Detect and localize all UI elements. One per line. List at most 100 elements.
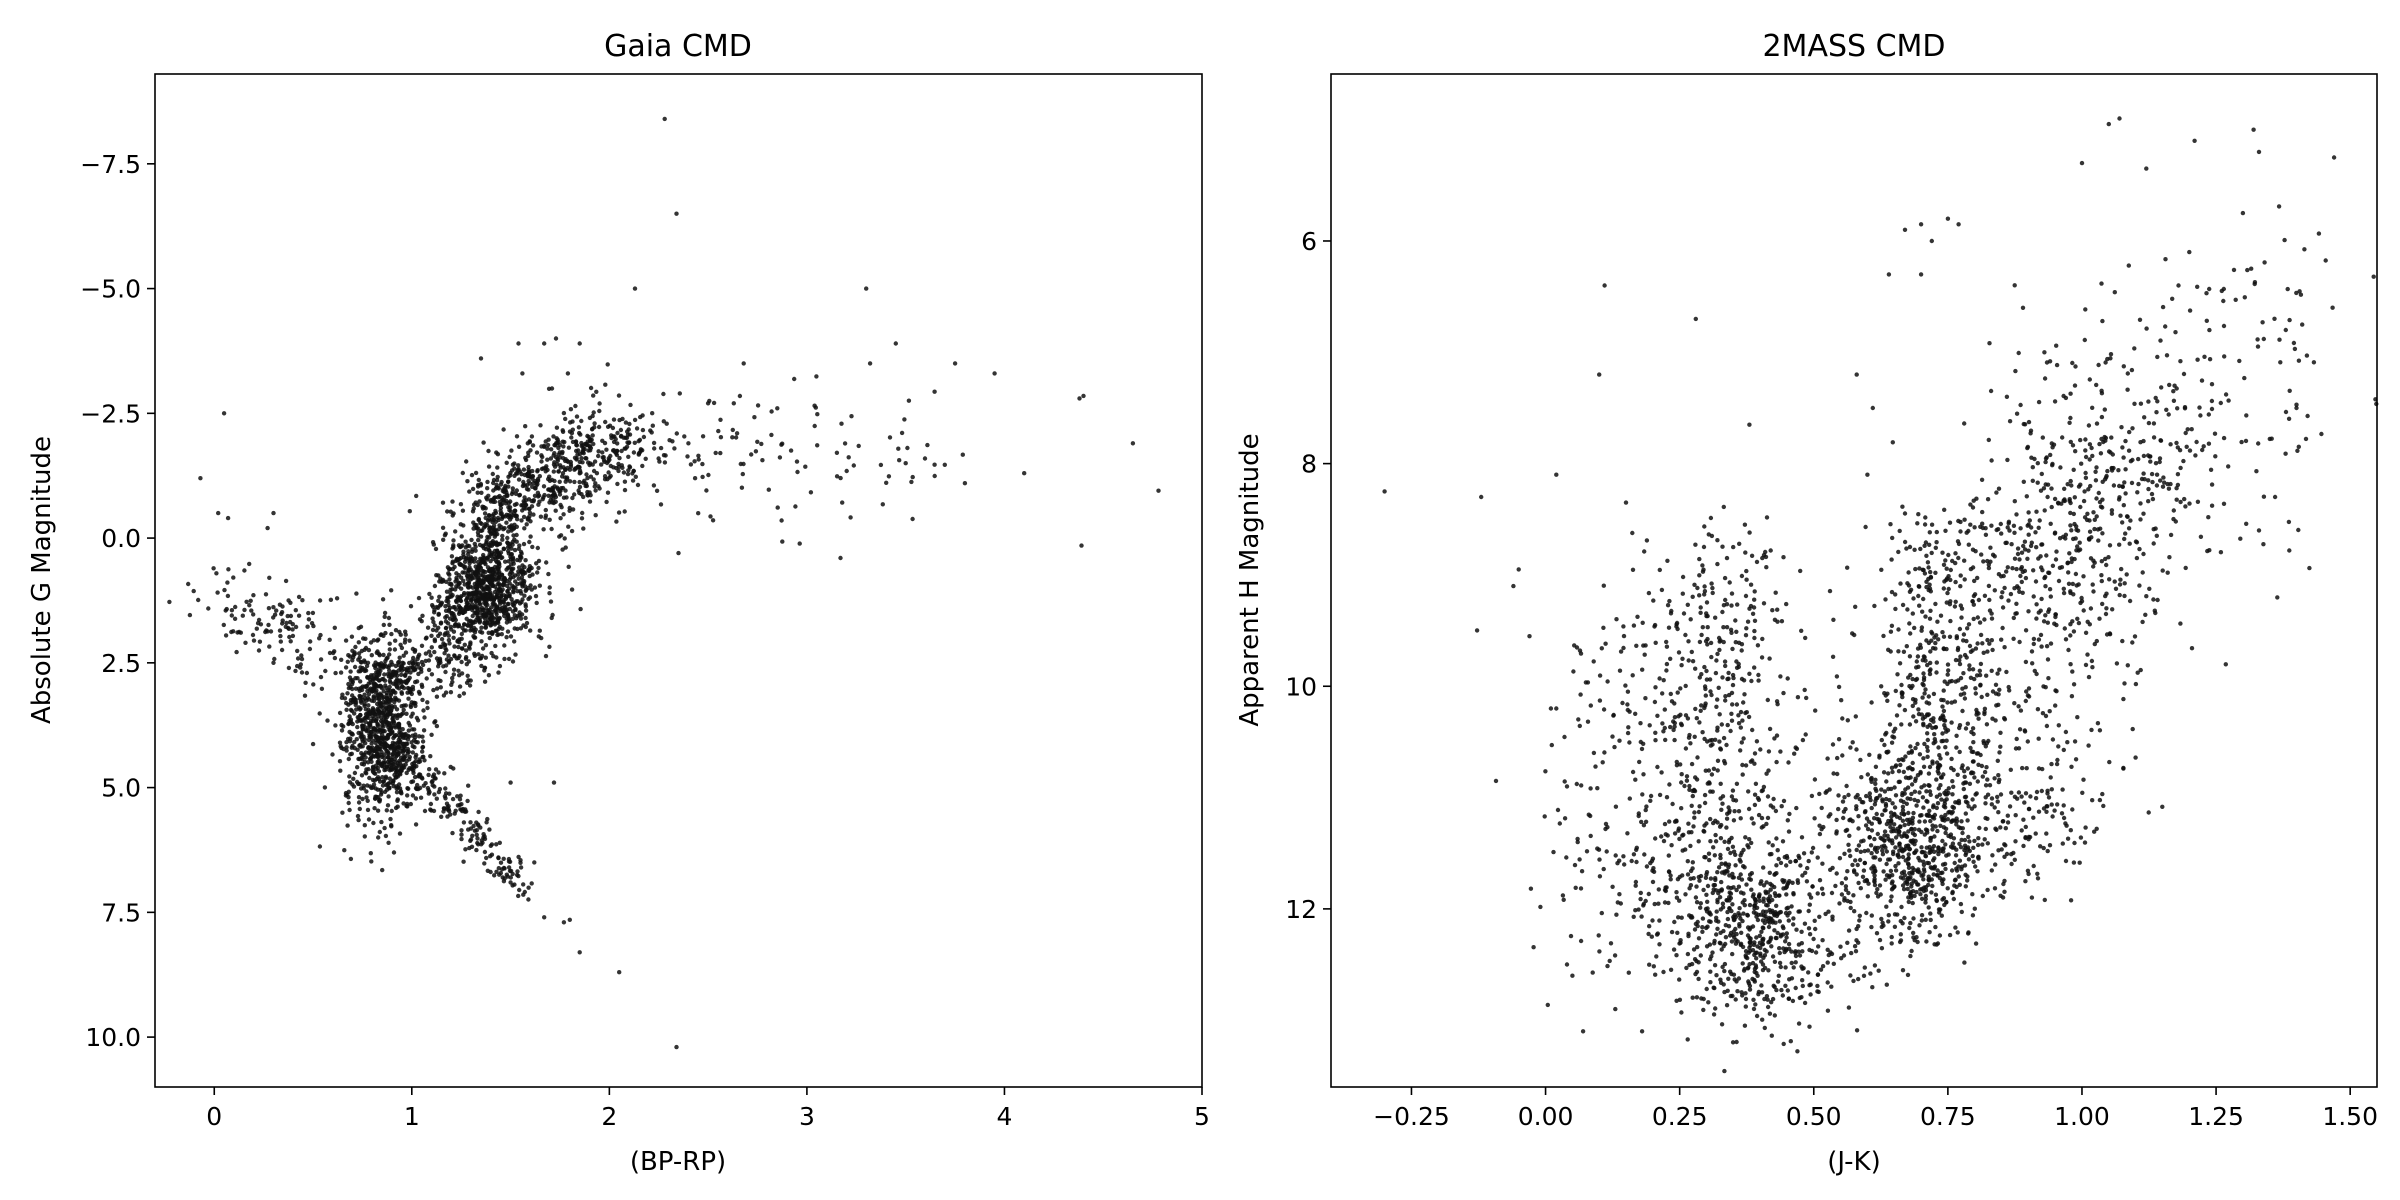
twomass-data-point <box>1734 887 1739 893</box>
twomass-data-point <box>1958 901 1964 907</box>
gaia-data-point <box>225 580 230 585</box>
gaia-data-point <box>794 459 800 464</box>
twomass-data-point <box>1684 778 1690 783</box>
gaia-data-point <box>454 599 459 605</box>
twomass-data-point <box>1668 877 1673 882</box>
gaia-data-point <box>442 771 447 776</box>
twomass-data-point <box>2036 637 2042 642</box>
twomass-data-point <box>1766 924 1772 930</box>
gaia-data-point <box>597 486 602 491</box>
gaia-data-point <box>561 456 566 461</box>
twomass-data-point <box>1664 668 1669 673</box>
gaia-data-point <box>497 840 502 845</box>
gaia-data-point <box>319 686 325 691</box>
gaia-data-point <box>296 594 302 600</box>
gaia-data-point <box>308 639 313 644</box>
twomass-data-point <box>1905 796 1910 801</box>
gaia-data-point <box>451 605 456 610</box>
twomass-data-point <box>1674 890 1679 895</box>
gaia-data-point <box>696 453 701 458</box>
gaia-data-point <box>368 851 373 856</box>
gaia-data-point <box>384 764 389 769</box>
twomass-data-point <box>1578 886 1584 891</box>
gaia-data-point <box>468 820 473 825</box>
twomass-data-point <box>1708 969 1713 974</box>
twomass-data-point <box>1778 860 1784 866</box>
twomass-data-point <box>1908 838 1913 844</box>
gaia-data-point <box>381 724 386 729</box>
twomass-data-point <box>1633 711 1638 716</box>
twomass-data-point <box>1829 890 1835 896</box>
gaia-data-point <box>366 817 372 822</box>
gaia-data-point <box>549 447 554 452</box>
gaia-data-point <box>317 598 323 603</box>
twomass-data-point <box>1703 855 1708 860</box>
gaia-data-point <box>483 643 489 648</box>
gaia-data-point <box>495 606 500 611</box>
twomass-data-point <box>1633 908 1638 913</box>
twomass-data-point <box>1698 953 1704 958</box>
gaia-x-tick-label: 2 <box>601 1102 617 1131</box>
gaia-data-point <box>649 430 654 435</box>
twomass-data-point <box>1683 683 1688 689</box>
twomass-data-point <box>1716 865 1722 870</box>
twomass-data-point <box>1790 998 1796 1004</box>
gaia-data-point <box>503 559 508 564</box>
gaia-data-point <box>549 526 554 532</box>
gaia-data-point <box>516 854 521 860</box>
twomass-data-point <box>1621 645 1626 651</box>
gaia-data-point <box>280 604 285 609</box>
gaia-data-point <box>404 758 409 764</box>
twomass-data-point <box>1731 544 1736 550</box>
gaia-data-point <box>384 808 389 813</box>
twomass-data-point <box>1728 993 1734 999</box>
gaia-data-point <box>391 719 396 724</box>
twomass-data-point <box>1704 986 1709 992</box>
gaia-data-point <box>465 673 470 678</box>
gaia-data-point <box>470 613 475 619</box>
gaia-data-point <box>638 414 643 420</box>
gaia-data-point <box>506 484 511 489</box>
gaia-data-point <box>354 707 359 712</box>
gaia-data-point <box>358 694 363 699</box>
twomass-data-point <box>1897 841 1902 847</box>
gaia-data-point <box>263 592 269 597</box>
gaia-data-point <box>540 454 545 460</box>
twomass-data-point <box>1753 900 1758 906</box>
gaia-data-point <box>526 897 531 902</box>
twomass-data-point <box>1736 661 1741 667</box>
twomass-data-point <box>1872 816 1877 821</box>
gaia-data-point <box>534 600 539 606</box>
gaia-data-point <box>533 486 538 491</box>
twomass-data-point <box>1698 708 1703 713</box>
gaia-data-point <box>347 714 352 719</box>
gaia-data-point <box>354 737 359 742</box>
gaia-data-point <box>960 452 965 457</box>
twomass-data-point <box>1774 871 1779 876</box>
gaia-data-point <box>413 796 419 801</box>
twomass-data-point <box>1595 786 1600 791</box>
twomass-data-point <box>1714 658 1719 663</box>
twomass-data-point <box>1741 968 1747 973</box>
gaia-y-tick-label: 7.5 <box>101 898 141 927</box>
gaia-data-point <box>618 427 624 433</box>
twomass-data-point <box>1617 668 1623 673</box>
gaia-data-point <box>395 715 400 721</box>
gaia-data-point <box>488 575 493 580</box>
twomass-data-point <box>1741 736 1746 741</box>
gaia-data-point <box>581 526 586 531</box>
twomass-data-point <box>1670 801 1675 807</box>
gaia-data-point <box>346 756 351 762</box>
twomass-data-point <box>1674 953 1679 958</box>
gaia-data-point <box>468 837 474 842</box>
gaia-data-point <box>343 665 349 670</box>
gaia-data-point <box>196 597 201 603</box>
gaia-data-point <box>328 597 334 602</box>
gaia-data-point <box>506 529 511 534</box>
twomass-data-point <box>1752 618 1758 623</box>
twomass-data-point <box>1785 905 1791 910</box>
gaia-data-point <box>357 707 363 712</box>
gaia-data-point <box>537 474 542 479</box>
gaia-data-point <box>379 661 384 666</box>
gaia-data-point <box>498 599 503 605</box>
